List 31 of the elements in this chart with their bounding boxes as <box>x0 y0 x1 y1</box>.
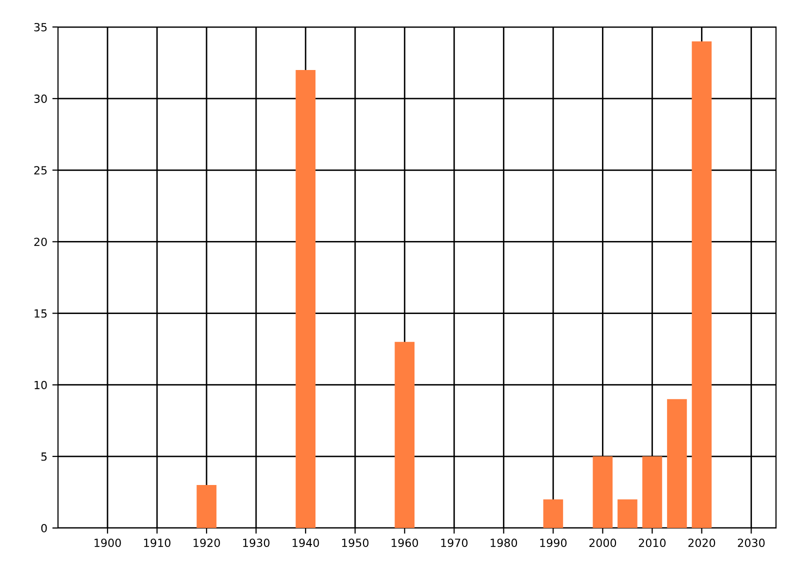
bar <box>296 70 316 528</box>
x-tick-label: 2010 <box>638 538 666 548</box>
x-tick-label: 1930 <box>243 538 270 548</box>
bar <box>642 456 662 528</box>
x-tick-label: 1900 <box>94 538 121 548</box>
x-tick-label: 1970 <box>441 538 468 548</box>
x-tick-label: 2020 <box>688 538 716 548</box>
y-tick-label: 20 <box>34 238 47 246</box>
bar <box>196 485 216 528</box>
x-tick-label: 1940 <box>292 538 319 548</box>
x-tick-label: 1910 <box>144 538 170 548</box>
y-tick-label: 5 <box>41 452 47 461</box>
y-tick-label: 25 <box>34 166 47 175</box>
bar <box>592 456 613 528</box>
x-tick-label: 2000 <box>589 538 616 548</box>
bar <box>618 499 638 528</box>
y-tick-label: 15 <box>34 309 47 318</box>
y-tick-label: 10 <box>34 380 47 390</box>
x-tick-label: 1990 <box>540 538 567 548</box>
bar <box>394 342 415 528</box>
x-tick-label: 2030 <box>738 538 765 548</box>
bar <box>667 399 687 528</box>
bar <box>543 499 564 528</box>
y-tick-label: 35 <box>34 22 47 32</box>
bar <box>692 41 712 528</box>
x-tick-label: 1980 <box>490 538 518 548</box>
x-tick-label: 1960 <box>392 538 418 548</box>
x-tick-label: 1950 <box>342 538 369 548</box>
y-tick-label: 0 <box>41 524 47 532</box>
x-tick-label: 1920 <box>194 538 220 548</box>
y-tick-label: 30 <box>34 94 47 103</box>
